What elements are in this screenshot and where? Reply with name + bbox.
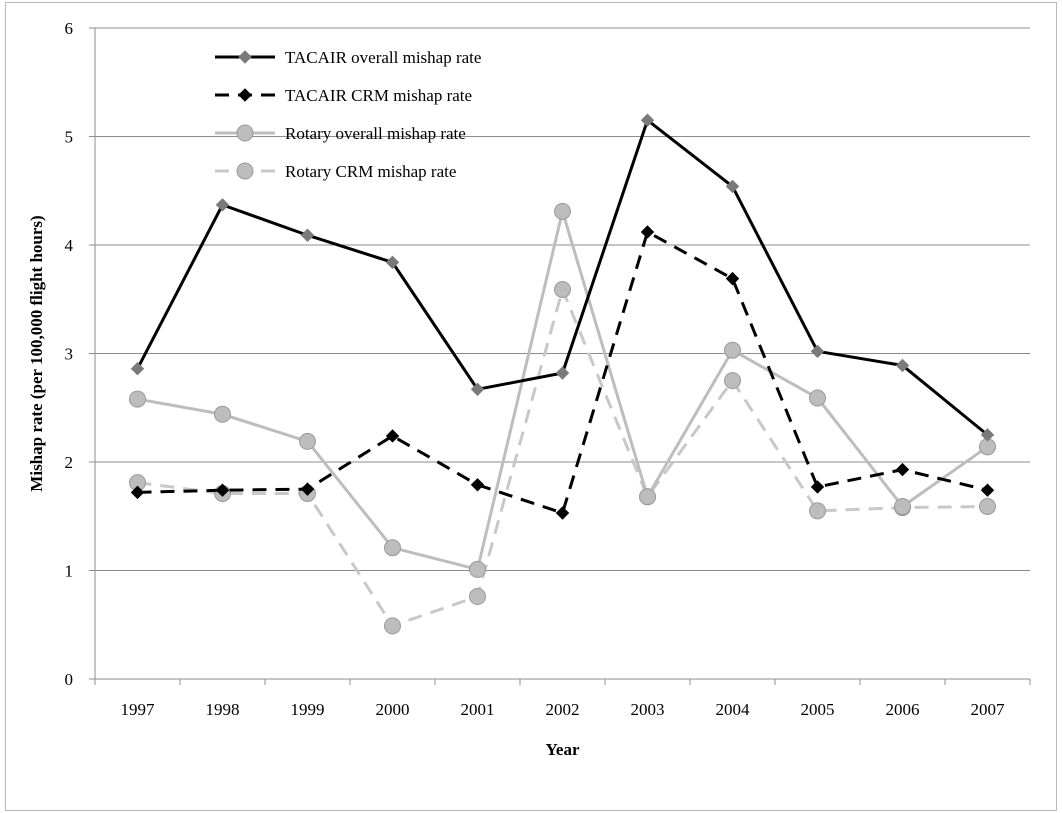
- data-point: [469, 588, 486, 606]
- data-point: [236, 162, 254, 180]
- data-point: [236, 124, 254, 142]
- y-tick-label: 4: [65, 236, 74, 255]
- data-point: [555, 506, 570, 520]
- x-tick-label: 2000: [376, 700, 410, 719]
- data-point: [214, 405, 231, 423]
- x-tick-label: 2001: [461, 700, 495, 719]
- data-point: [238, 88, 252, 102]
- legend-label: TACAIR CRM mishap rate: [285, 86, 472, 105]
- legend-item: Rotary CRM mishap rate: [215, 162, 456, 181]
- x-tick-label: 2002: [546, 700, 580, 719]
- data-point: [130, 485, 145, 500]
- x-tick-label: 2006: [886, 700, 920, 719]
- data-point: [384, 617, 401, 635]
- y-tick-label: 1: [65, 562, 74, 581]
- data-point: [554, 280, 571, 298]
- y-tick-label: 5: [65, 128, 74, 147]
- data-point: [469, 560, 486, 578]
- data-point: [809, 389, 826, 407]
- y-tick-label: 2: [65, 453, 74, 472]
- data-point: [640, 225, 655, 239]
- data-point: [895, 462, 910, 477]
- legend-item: TACAIR overall mishap rate: [215, 48, 481, 67]
- data-point: [810, 480, 825, 494]
- y-axis-title: Mishap rate (per 100,000 flight hours): [27, 215, 46, 491]
- data-point: [470, 382, 485, 397]
- y-tick-label: 3: [65, 345, 74, 364]
- legend-item: TACAIR CRM mishap rate: [215, 86, 472, 105]
- x-tick-label: 2003: [631, 700, 665, 719]
- x-tick-label: 1998: [206, 700, 240, 719]
- data-point: [555, 366, 570, 380]
- series-rotary-overall-mishap-rate: [129, 202, 996, 578]
- data-point: [385, 255, 400, 270]
- legend-label: Rotary overall mishap rate: [285, 124, 466, 143]
- data-point: [384, 539, 401, 557]
- data-point: [300, 482, 315, 496]
- data-point: [810, 344, 825, 359]
- y-tick-label: 6: [65, 19, 74, 38]
- series-layer: [129, 113, 996, 635]
- data-point: [385, 429, 400, 443]
- x-tick-label: 2005: [801, 700, 835, 719]
- data-point: [130, 361, 145, 376]
- data-point: [724, 372, 741, 390]
- data-point: [554, 202, 571, 220]
- series-line: [137, 230, 988, 515]
- x-axis-title: Year: [546, 740, 580, 759]
- data-point: [640, 113, 655, 127]
- data-point: [238, 50, 252, 64]
- series-line: [136, 118, 989, 437]
- data-point: [809, 502, 826, 520]
- data-point: [980, 483, 995, 497]
- legend-label: TACAIR overall mishap rate: [285, 48, 481, 67]
- legend-label: Rotary CRM mishap rate: [285, 162, 456, 181]
- axes: 0 1 2 3 4 5 6 1997 1998 1999 2000 2001 2002 2003 2004 2…: [65, 19, 1031, 719]
- x-tick-label: 1997: [121, 700, 156, 719]
- x-tick-label: 2007: [971, 700, 1006, 719]
- y-tick-label: 0: [65, 670, 74, 689]
- data-point: [470, 478, 485, 492]
- data-point: [724, 341, 741, 359]
- x-tick-label: 2004: [716, 700, 751, 719]
- data-point: [725, 271, 740, 286]
- data-point: [299, 432, 316, 450]
- data-point: [979, 497, 996, 515]
- data-point: [300, 228, 315, 242]
- series-tacair-overall-mishap-rate: [130, 113, 995, 442]
- legend-item: Rotary overall mishap rate: [215, 124, 466, 143]
- data-point: [215, 198, 230, 212]
- data-point: [215, 483, 230, 497]
- data-point: [980, 428, 995, 442]
- data-point: [894, 497, 911, 515]
- series-tacair-crm-mishap-rate: [130, 225, 995, 520]
- data-point: [129, 390, 146, 408]
- x-tick-label: 1999: [291, 700, 325, 719]
- data-point: [895, 358, 910, 373]
- legend: TACAIR overall mishap rate TACAIR CRM mis…: [215, 48, 481, 181]
- data-point: [725, 179, 740, 194]
- series-line: [137, 287, 988, 628]
- data-point: [639, 488, 656, 506]
